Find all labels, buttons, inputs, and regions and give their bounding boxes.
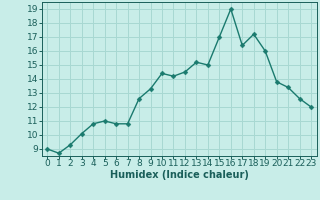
X-axis label: Humidex (Indice chaleur): Humidex (Indice chaleur)	[110, 170, 249, 180]
